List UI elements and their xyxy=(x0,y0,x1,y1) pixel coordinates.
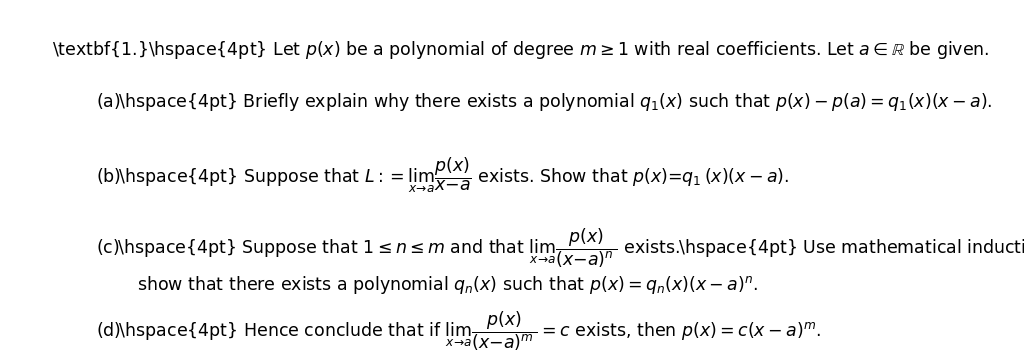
Text: (d)\hspace{4pt} Hence conclude that if $\lim_{x \to a} \dfrac{p(x)}{(x-a)^m} = c: (d)\hspace{4pt} Hence conclude that if $… xyxy=(96,309,821,353)
Text: show that there exists a polynomial $q_n(x)$ such that $p(x) = q_n(x)(x-a)^n$.: show that there exists a polynomial $q_n… xyxy=(137,274,758,296)
Text: (a)\hspace{4pt} Briefly explain why there exists a polynomial $q_1(x)$ such that: (a)\hspace{4pt} Briefly explain why ther… xyxy=(96,91,992,113)
Text: \textbf{1.}\hspace{4pt} Let $p(x)$ be a polynomial of degree $m \geq 1$ with rea: \textbf{1.}\hspace{4pt} Let $p(x)$ be a … xyxy=(52,39,989,61)
Text: (b)\hspace{4pt} Suppose that $L := \lim_{x \to a} \dfrac{p(x)}{x-a}$ exists. Sho: (b)\hspace{4pt} Suppose that $L := \lim_… xyxy=(96,155,790,195)
Text: (c)\hspace{4pt} Suppose that $1 \leq n \leq m$ and that $\lim_{x \to a} \dfrac{p: (c)\hspace{4pt} Suppose that $1 \leq n \… xyxy=(96,227,1024,270)
